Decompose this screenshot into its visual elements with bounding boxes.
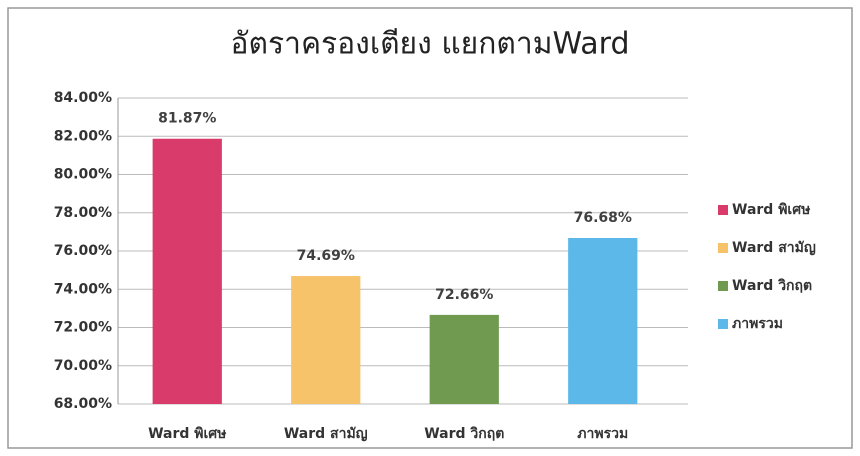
value-label: 72.66% (435, 287, 493, 303)
y-tick-label: 76.00% (54, 243, 112, 259)
y-tick-label: 70.00% (54, 358, 112, 374)
y-tick-label: 84.00% (54, 90, 112, 106)
bar (568, 237, 638, 404)
value-label: 81.87% (158, 111, 216, 127)
x-tick-label: Ward สามัญ (284, 426, 368, 442)
legend-label: Ward วิกฤต (732, 278, 812, 294)
legend-swatch (718, 243, 728, 253)
legend-swatch (718, 205, 728, 215)
x-tick-label: Ward วิกฤต (424, 426, 504, 442)
chart-title: อัตราครองเตียง แยกตามWard (231, 27, 630, 62)
y-tick-label: 74.00% (54, 281, 112, 297)
y-tick-label: 82.00% (54, 128, 112, 144)
legend-label: ภาพรวม (732, 316, 783, 332)
legend-swatch (718, 281, 728, 291)
x-tick-label: Ward พิเศษ (148, 426, 226, 442)
x-tick-label: ภาพรวม (577, 426, 628, 442)
bar (291, 276, 361, 404)
y-tick-label: 68.00% (54, 396, 112, 412)
y-tick-label: 78.00% (54, 205, 112, 221)
legend-label: Ward สามัญ (732, 240, 816, 256)
y-tick-label: 80.00% (54, 167, 112, 183)
y-tick-label: 72.00% (54, 320, 112, 336)
bar (152, 138, 222, 404)
value-label: 74.69% (297, 248, 355, 264)
legend-label: Ward พิเศษ (732, 202, 810, 218)
legend-swatch (718, 319, 728, 329)
bar (429, 314, 499, 404)
value-label: 76.68% (574, 210, 632, 226)
